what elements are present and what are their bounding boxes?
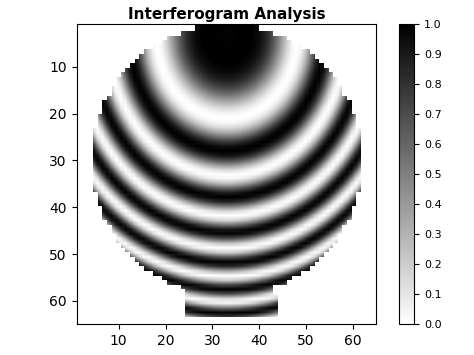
Title: Interferogram Analysis: Interferogram Analysis bbox=[128, 7, 325, 22]
